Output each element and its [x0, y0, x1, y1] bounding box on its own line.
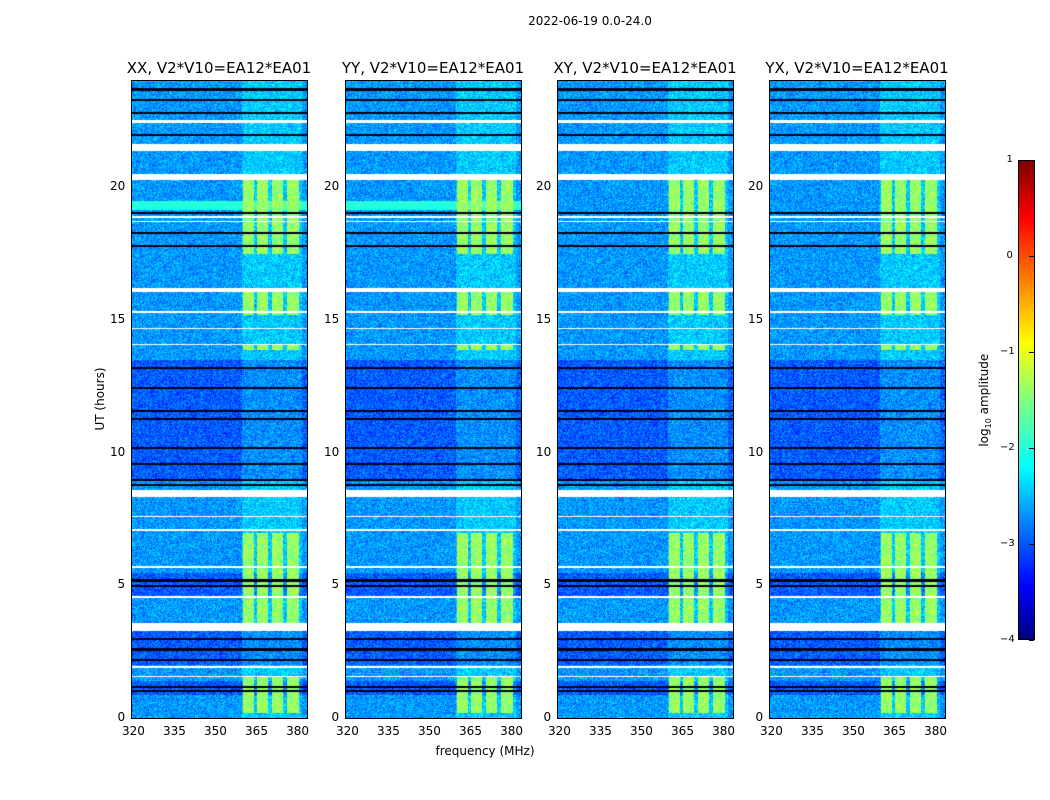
panel-title: YX, V2*V10=EA12*EA01: [765, 59, 949, 77]
y-tick-label: 10: [324, 444, 340, 459]
x-tick-label: 335: [163, 724, 186, 738]
x-tick-label: 380: [286, 724, 309, 738]
colorbar-tick-label: 1: [1006, 154, 1013, 165]
y-tick-label: 5: [117, 577, 126, 592]
y-axis-label: UT (hours): [93, 367, 107, 431]
panel-title: XX, V2*V10=EA12*EA01: [126, 59, 312, 77]
x-tick-label: 335: [589, 724, 612, 738]
x-tick-label: 320: [122, 724, 145, 738]
y-tick-label: 5: [755, 577, 764, 592]
y-tick-label: 15: [324, 311, 340, 326]
heatmap-cells: [770, 81, 945, 718]
x-tick-label: 380: [924, 724, 947, 738]
x-tick-label: 320: [548, 724, 571, 738]
y-tick-label: 15: [110, 311, 126, 326]
panel-title: YY, V2*V10=EA12*EA01: [341, 59, 525, 77]
colorbar-tick: [1029, 640, 1034, 641]
x-tick-label: 320: [336, 724, 359, 738]
y-tick-label: 15: [536, 311, 552, 326]
y-tick-label: 10: [536, 444, 552, 459]
y-tick-label: 0: [117, 710, 126, 724]
colorbar-tick: [1029, 352, 1034, 353]
y-tick-label: 0: [331, 710, 340, 724]
y-tick-label: 20: [110, 179, 126, 194]
colorbar-tick: [1029, 256, 1034, 257]
heatmap-cells: [346, 81, 521, 718]
x-tick-label: 365: [245, 724, 268, 738]
colorbar-tick: [1029, 448, 1034, 449]
y-tick-label: 20: [324, 179, 340, 194]
y-tick-label: 15: [748, 311, 764, 326]
spectrogram-panel: [131, 80, 308, 719]
colorbar-tick-label: −4: [1000, 634, 1015, 645]
spectrogram-panel: [345, 80, 522, 719]
colorbar-tick-label: −3: [1000, 538, 1015, 549]
x-tick-label: 380: [712, 724, 735, 738]
spectrogram-panel: [557, 80, 734, 719]
x-tick-label: 365: [883, 724, 906, 738]
heatmap-cells: [558, 81, 733, 718]
heatmap-cells: [132, 81, 307, 718]
colorbar-label: log10 amplitude: [976, 353, 994, 447]
colorbar-tick-label: −2: [1000, 442, 1015, 453]
colorbar-tick-label: 0: [1006, 250, 1013, 261]
x-tick-label: 335: [801, 724, 824, 738]
y-tick-label: 5: [331, 577, 340, 592]
spectrogram-panel: [769, 80, 946, 719]
y-tick-label: 5: [543, 577, 552, 592]
x-tick-label: 350: [418, 724, 441, 738]
colorbar: [1018, 160, 1035, 640]
colorbar-tick: [1029, 160, 1034, 161]
panel-title: XY, V2*V10=EA12*EA01: [553, 59, 737, 77]
y-tick-label: 0: [543, 710, 552, 724]
y-tick-label: 20: [536, 179, 552, 194]
x-tick-label: 335: [377, 724, 400, 738]
colorbar-tick-label: −1: [1000, 346, 1015, 357]
y-tick-label: 10: [748, 444, 764, 459]
x-tick-label: 350: [204, 724, 227, 738]
x-tick-label: 365: [459, 724, 482, 738]
x-tick-label: 350: [842, 724, 865, 738]
x-tick-label: 350: [630, 724, 653, 738]
y-tick-label: 20: [748, 179, 764, 194]
x-tick-label: 365: [671, 724, 694, 738]
x-tick-label: 380: [500, 724, 523, 738]
colorbar-tick: [1029, 544, 1034, 545]
x-tick-label: 320: [760, 724, 783, 738]
y-tick-label: 0: [755, 710, 764, 724]
figure-title: 2022-06-19 0.0-24.0: [528, 14, 652, 28]
y-tick-label: 10: [110, 444, 126, 459]
x-axis-label: frequency (MHz): [435, 744, 535, 758]
